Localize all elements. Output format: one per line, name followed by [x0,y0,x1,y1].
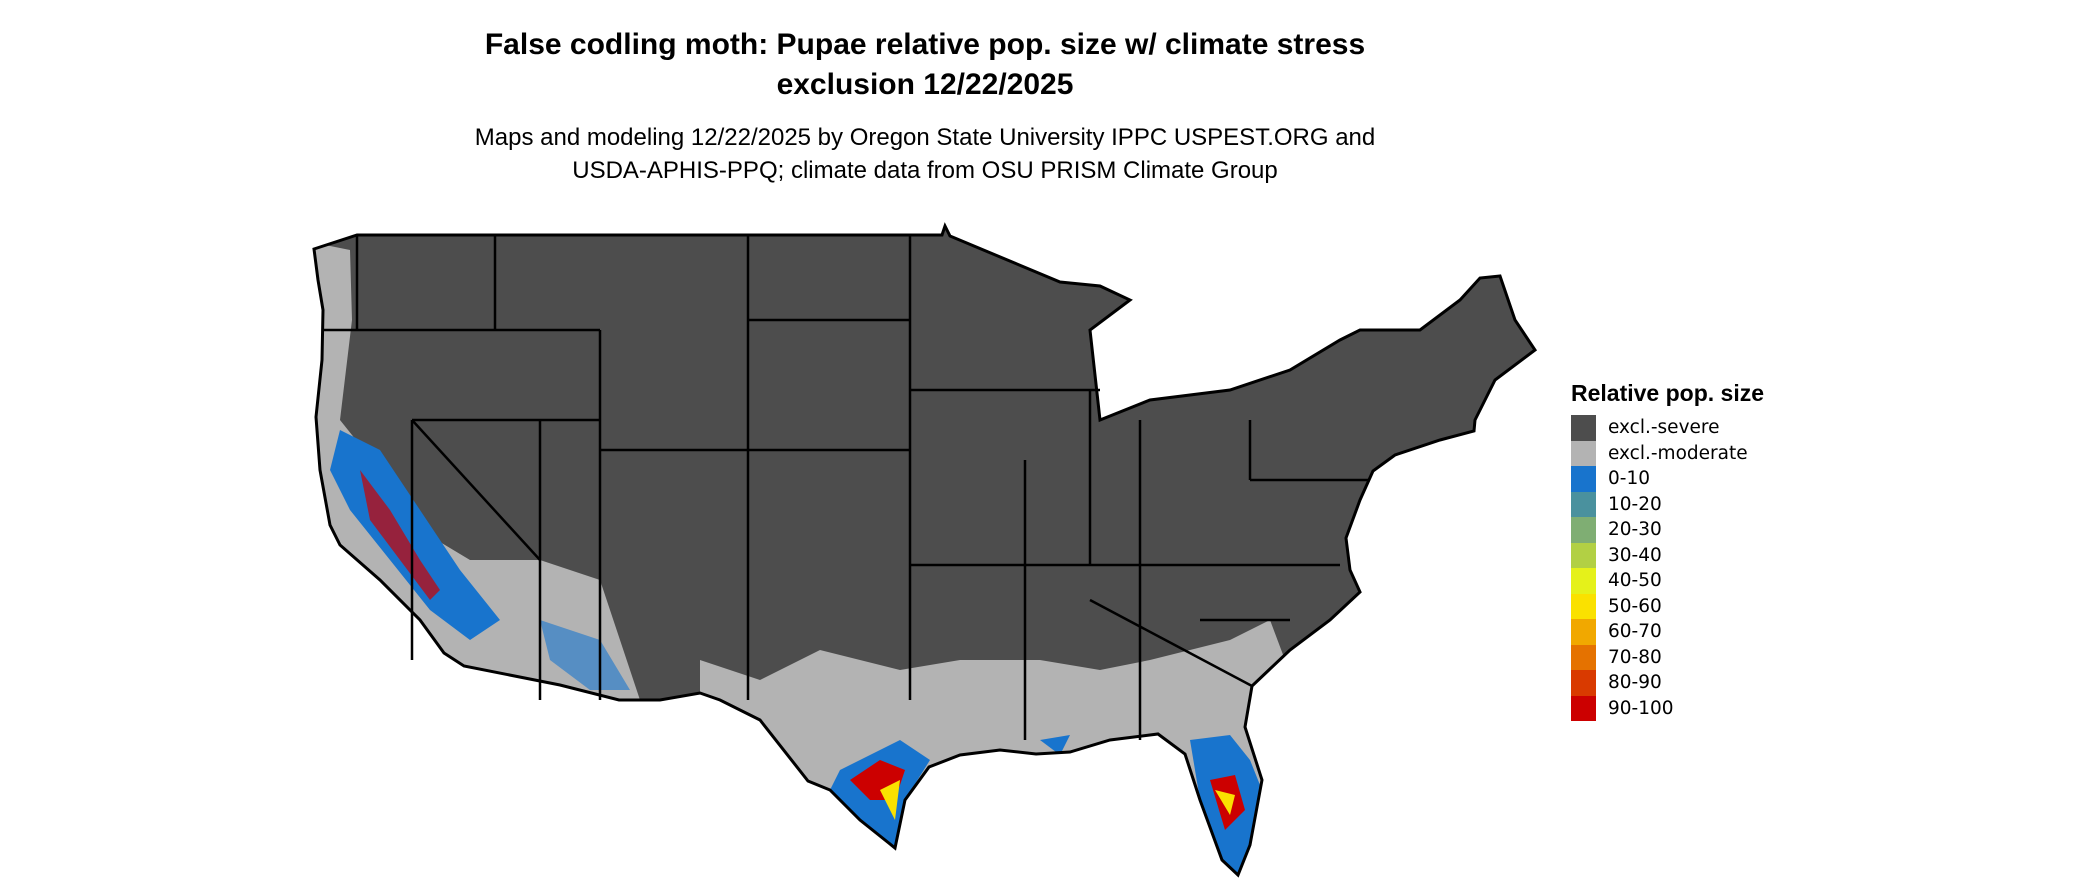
legend-label: 90-100 [1608,697,1674,719]
legend-item: 70-80 [1571,644,1764,670]
legend-item: 80-90 [1571,670,1764,696]
subtitle-line2: USDA-APHIS-PPQ; climate data from OSU PR… [572,157,1278,184]
arizona-suitable-area [540,620,630,690]
excl-severe-region [314,226,1535,875]
legend-item: excl.-moderate [1571,440,1764,466]
legend-item: 40-50 [1571,568,1764,594]
legend-swatch [1571,440,1596,466]
state-borders [322,235,1370,740]
legend-swatch [1571,542,1596,568]
california-high-area [360,470,440,600]
map-title-line1: False codling moth: Pupae relative pop. … [484,28,1366,61]
legend-swatch [1571,670,1596,696]
legend-item: excl.-severe [1571,415,1764,441]
legend: Relative pop. size excl.-severe excl.-mod… [1571,380,1764,721]
legend-item: 20-30 [1571,517,1764,543]
legend-swatch [1571,593,1596,619]
legend-label: 40-50 [1608,570,1662,592]
legend-label: excl.-moderate [1608,442,1748,464]
legend-swatch [1571,619,1596,645]
map-title-line2: exclusion 12/22/2025 [776,68,1074,101]
subtitle-line1: Maps and modeling 12/22/2025 by Oregon S… [474,124,1376,151]
legend-swatch [1571,517,1596,543]
legend-label: 0-10 [1608,468,1650,490]
legend-label: 50-60 [1608,595,1662,617]
legend-label: 80-90 [1608,672,1662,694]
legend-swatch [1571,466,1596,492]
california-suitable-area [330,430,500,640]
legend-swatch [1571,695,1596,721]
legend-swatch [1571,568,1596,594]
legend-item: 90-100 [1571,695,1764,721]
legend-swatch [1571,415,1596,441]
legend-item: 60-70 [1571,619,1764,645]
legend-swatch [1571,491,1596,517]
louisiana-suitable-area [1040,735,1070,755]
legend-title: Relative pop. size [1571,380,1765,406]
legend-label: excl.-severe [1608,417,1720,439]
legend-item: 0-10 [1571,466,1764,492]
legend-label: 20-30 [1608,519,1662,541]
legend-swatch [1571,644,1596,670]
legend-label: 30-40 [1608,544,1662,566]
south-texas-mid-area [880,780,900,820]
legend-item: 30-40 [1571,542,1764,568]
florida-mid-area [1215,790,1235,815]
legend-item: 50-60 [1571,593,1764,619]
legend-label: 10-20 [1608,493,1662,515]
legend-item: 10-20 [1571,491,1764,517]
legend-label: 70-80 [1608,646,1662,668]
legend-label: 60-70 [1608,621,1662,643]
